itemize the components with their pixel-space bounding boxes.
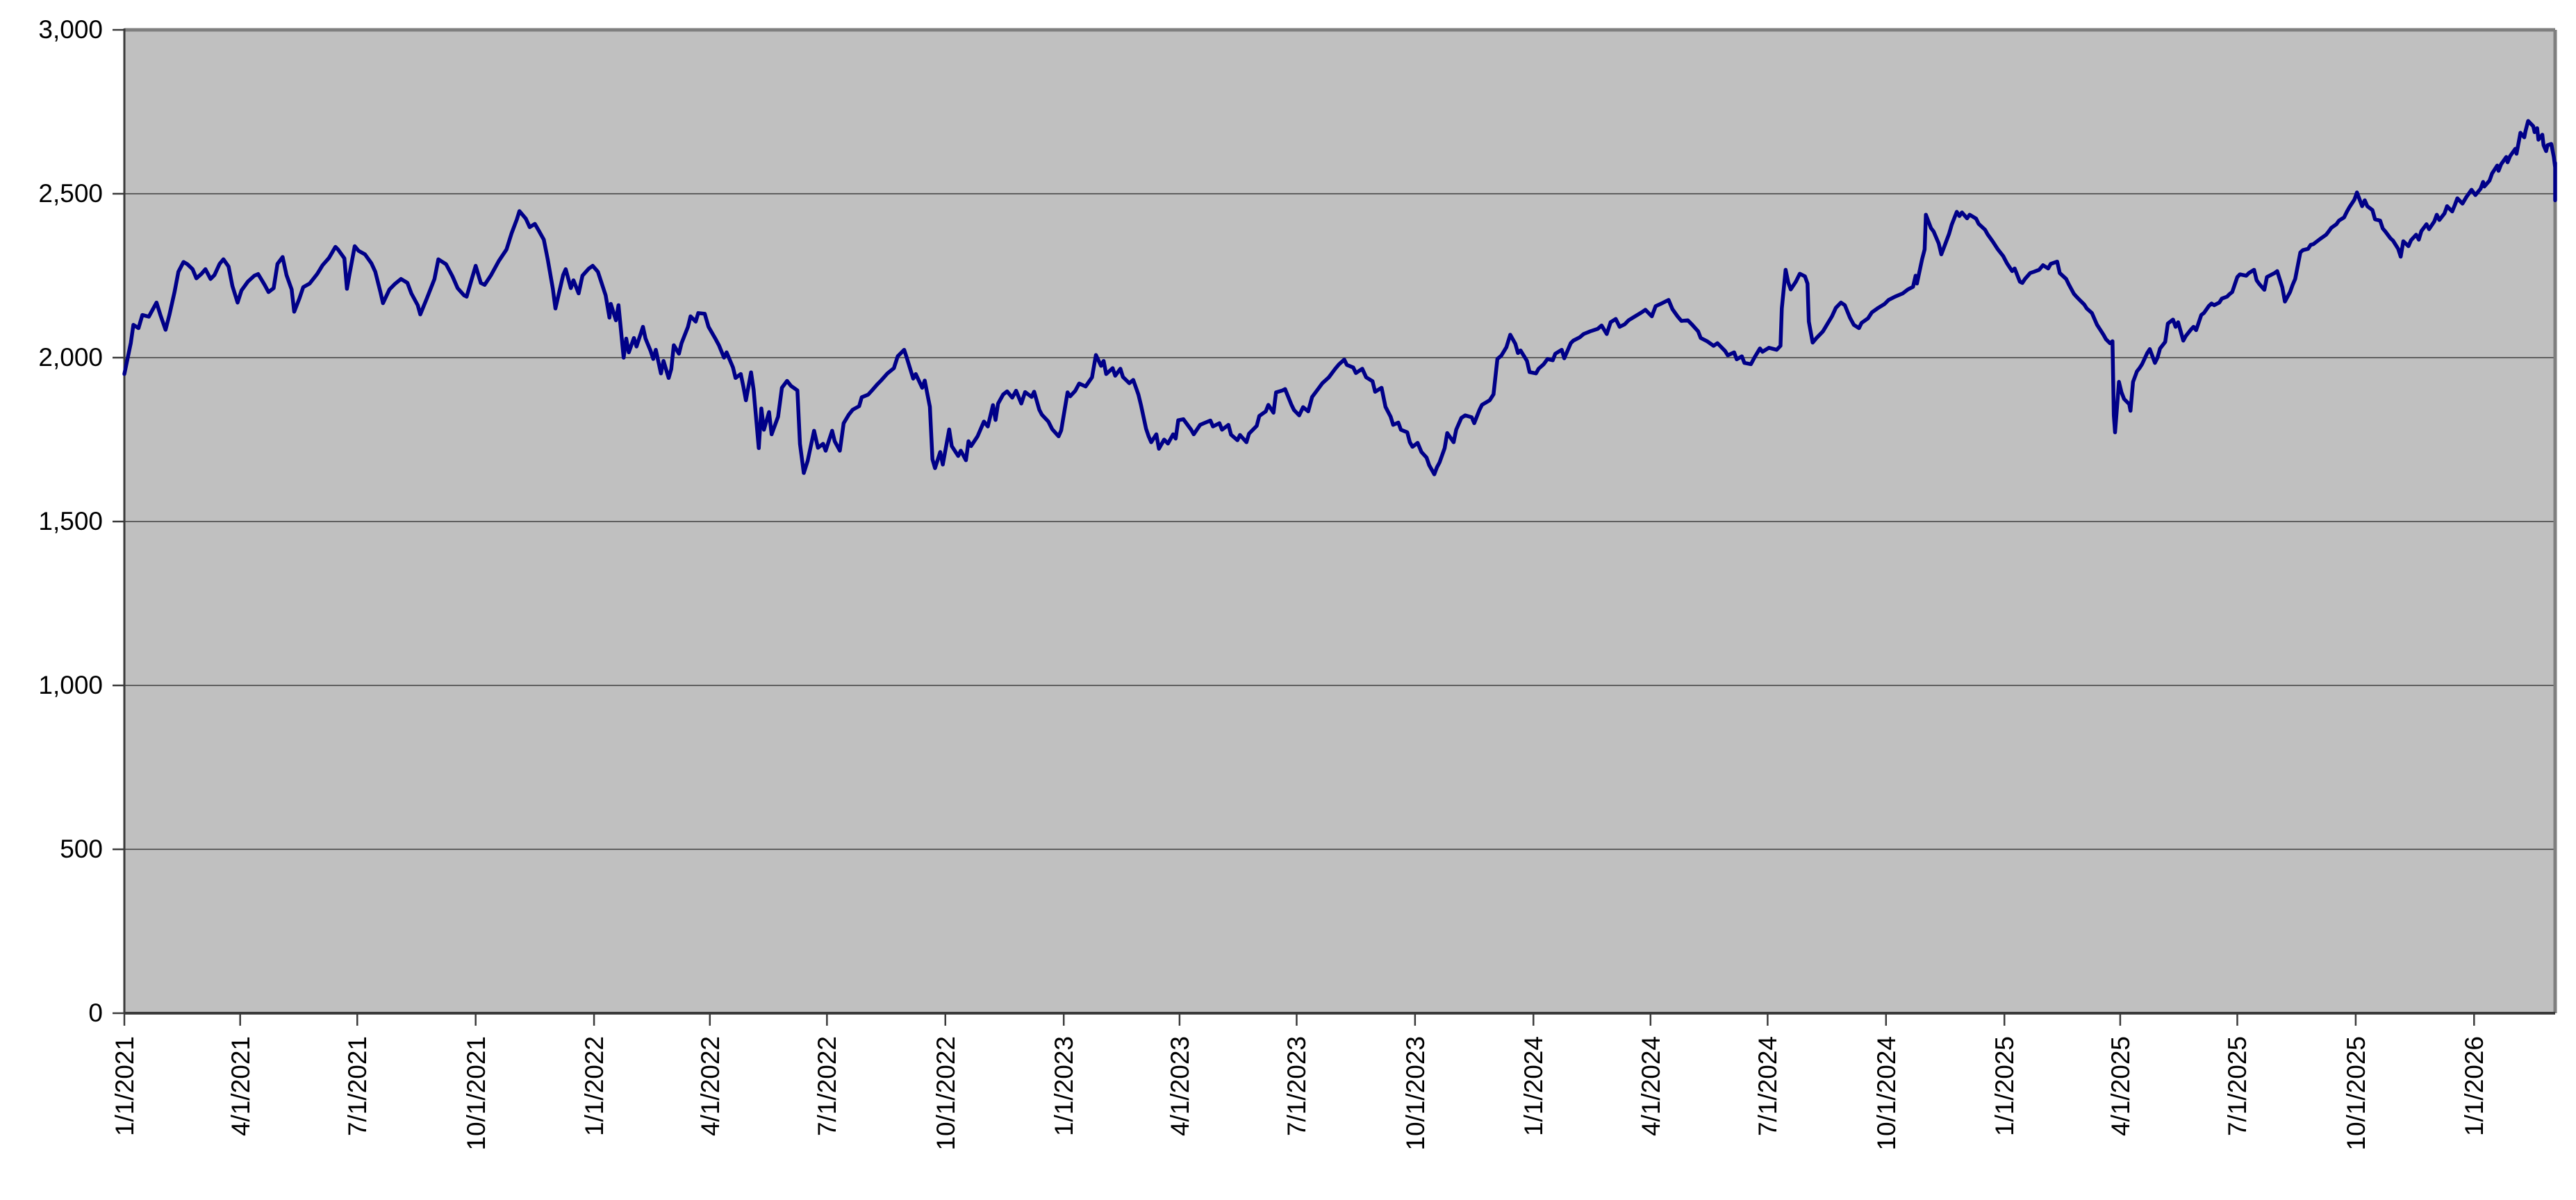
y-axis-label: 1,500 (38, 507, 103, 535)
x-axis-label-text: 7/1/2025 (2223, 1036, 2252, 1137)
x-axis-label-text: 1/1/2023 (1050, 1036, 1079, 1137)
x-axis-label-text: 10/1/2023 (1401, 1036, 1430, 1151)
x-axis-label-text: 10/1/2024 (1872, 1036, 1901, 1151)
x-axis-label-text: 7/1/2024 (1753, 1036, 1783, 1137)
y-axis-label: 2,500 (38, 179, 103, 208)
x-axis-label-text: 10/1/2021 (461, 1036, 490, 1151)
x-axis-label-text: 1/1/2021 (110, 1036, 139, 1137)
x-axis-label-text: 10/1/2022 (931, 1036, 960, 1151)
y-axis-label: 3,000 (38, 15, 103, 44)
x-axis-label-text: 4/1/2022 (695, 1036, 725, 1137)
x-axis-label-text: 4/1/2025 (2106, 1036, 2135, 1137)
price-line (122, 119, 2557, 476)
x-axis-label-text: 7/1/2022 (813, 1036, 842, 1137)
x-axis-label-text: 4/1/2021 (226, 1036, 255, 1137)
y-axis-label: 500 (60, 835, 103, 863)
x-axis-label-text: 7/1/2023 (1282, 1036, 1312, 1137)
x-axis-label-text: 1/1/2024 (1519, 1036, 1549, 1137)
y-axis-label: 1,000 (38, 671, 103, 699)
x-axis-label-text: 4/1/2023 (1165, 1036, 1194, 1137)
x-axis-label-text: 1/1/2026 (2460, 1036, 2489, 1137)
x-axis-label-text: 7/1/2021 (343, 1036, 372, 1137)
x-axis-label-text: 4/1/2024 (1636, 1036, 1665, 1137)
x-axis-label-text: 1/1/2025 (1990, 1036, 2020, 1137)
y-axis-label: 2,000 (38, 343, 103, 372)
x-axis-label-text: 1/1/2022 (580, 1036, 609, 1137)
x-axis-label-text: 10/1/2025 (2341, 1036, 2370, 1151)
y-axis-label: 0 (88, 999, 103, 1027)
